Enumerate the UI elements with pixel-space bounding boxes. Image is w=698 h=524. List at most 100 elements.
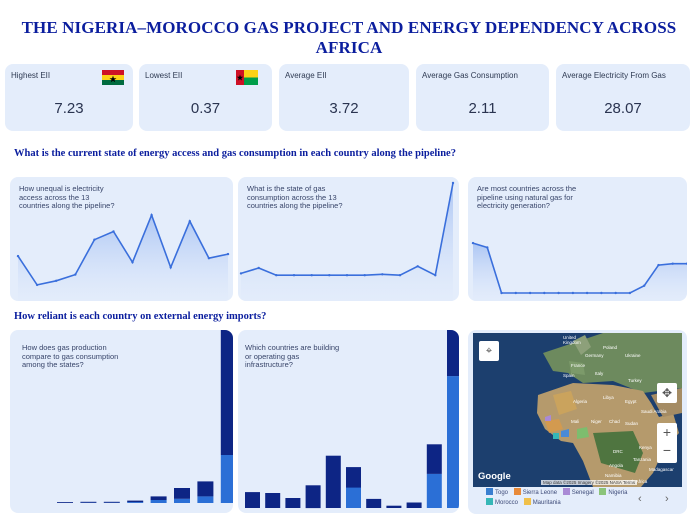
chart-point[interactable] (345, 274, 349, 277)
chart-point[interactable] (398, 274, 402, 277)
chart-point[interactable] (55, 279, 58, 282)
bar-segment-dark[interactable] (386, 505, 402, 508)
chart-point[interactable] (600, 291, 603, 295)
legend-item[interactable]: Mauritania (523, 498, 561, 508)
map-legend: Togo Sierra Leone Senegal Nigeria Morocc… (486, 488, 636, 508)
map-pan-icon[interactable]: ✥ (657, 383, 677, 403)
chart-point[interactable] (471, 241, 475, 245)
chart-point[interactable] (557, 291, 560, 295)
chart-point[interactable] (614, 291, 617, 295)
chart-card-gas-infrastructure[interactable]: Which countries are building or operatin… (238, 330, 459, 513)
kpi-label: Average EII (285, 71, 327, 80)
bar-segment-dark[interactable] (305, 485, 321, 509)
bar-segment-light[interactable] (174, 498, 190, 503)
bar-segment-dark[interactable] (406, 502, 422, 509)
chart-point[interactable] (500, 291, 503, 295)
chart-point[interactable] (514, 291, 517, 295)
chart-point[interactable] (416, 265, 419, 268)
bar-segment-dark[interactable] (150, 496, 167, 500)
bar-segment-dark[interactable] (285, 498, 301, 508)
zoom-in-button[interactable]: + (662, 424, 672, 440)
chart-point[interactable] (685, 262, 687, 265)
bar-segment-dark[interactable] (174, 488, 190, 499)
map-label: Namibia (605, 473, 622, 478)
bar-segment-dark[interactable] (127, 500, 144, 503)
bar-segment-light[interactable] (346, 487, 361, 509)
legend-label: Morocco (495, 500, 519, 506)
chart-point[interactable] (207, 257, 211, 260)
bar-segment-dark[interactable] (346, 467, 361, 488)
chart-point[interactable] (16, 254, 20, 258)
map-locate-icon[interactable]: ⌖ (479, 341, 499, 361)
chart-point[interactable] (257, 266, 260, 270)
chart-point[interactable] (275, 274, 278, 277)
kpi-value: 0.37 (190, 100, 221, 117)
map-attribution[interactable]: Map data ©2025 Imagery ©2025 NASA Terms (541, 480, 638, 485)
chart-point[interactable] (628, 291, 632, 295)
chart-point[interactable] (585, 291, 589, 295)
bar-segment-dark[interactable] (325, 455, 341, 508)
kpi-label: Average Gas Consumption (422, 71, 518, 80)
chart-question: What is the state of gas consumption acr… (247, 184, 343, 210)
bar-segment-dark[interactable] (57, 502, 73, 503)
bar-segment-dark[interactable] (366, 498, 382, 508)
chart-point[interactable] (310, 274, 313, 277)
chart-point[interactable] (169, 266, 172, 269)
map-card[interactable]: ⌖ ✥ + − United Kingdom Poland Germany Uk… (468, 330, 687, 514)
legend-prev-icon[interactable]: ‹ (638, 493, 642, 505)
chart-point[interactable] (188, 220, 191, 223)
legend-item[interactable]: Morocco (486, 498, 518, 508)
chart-point[interactable] (328, 274, 331, 277)
bar-segment-dark[interactable] (447, 330, 459, 377)
legend-item[interactable]: Sierra Leone (513, 488, 557, 498)
legend-next-icon[interactable]: › (665, 493, 669, 505)
chart-point[interactable] (381, 273, 384, 276)
bar-segment-dark[interactable] (220, 330, 233, 455)
legend-item[interactable]: Togo (486, 488, 508, 498)
chart-point[interactable] (35, 283, 39, 287)
map-view[interactable]: ⌖ ✥ + − United Kingdom Poland Germany Uk… (473, 333, 682, 487)
chart-area-fill (18, 215, 228, 301)
chart-point[interactable] (74, 273, 77, 276)
chart-point[interactable] (150, 213, 153, 217)
bar-segment-dark[interactable] (80, 501, 97, 503)
chart-point[interactable] (434, 274, 437, 277)
chart-point[interactable] (571, 291, 575, 295)
bar-segment-dark[interactable] (265, 493, 281, 508)
bar-segment-light[interactable] (447, 376, 459, 508)
chart-point[interactable] (112, 230, 115, 233)
chart-point[interactable] (643, 284, 646, 287)
legend-item[interactable]: Senegal (562, 488, 594, 498)
chart-point[interactable] (528, 291, 532, 295)
chart-point[interactable] (671, 262, 674, 265)
chart-card-gas-electricity[interactable]: Are most countries across the pipeline u… (468, 177, 687, 301)
bar-segment-dark[interactable] (426, 444, 442, 474)
bar-segment-light[interactable] (150, 500, 167, 503)
chart-point[interactable] (363, 274, 366, 277)
bar-segment-light[interactable] (426, 473, 442, 508)
bar-segment-dark[interactable] (245, 492, 260, 508)
bar-segment-light[interactable] (220, 455, 233, 503)
zoom-out-button[interactable]: − (662, 442, 672, 458)
bar-segment-dark[interactable] (103, 501, 120, 503)
chart-point[interactable] (226, 252, 230, 256)
chart-point[interactable] (239, 272, 243, 275)
legend-label: Togo (495, 490, 509, 496)
legend-swatch (486, 498, 493, 505)
chart-card-gas-production[interactable]: How does gas production compare to gas c… (10, 330, 233, 513)
legend-item[interactable]: Nigeria (599, 488, 627, 498)
bar-segment-light[interactable] (127, 502, 144, 503)
chart-point[interactable] (93, 238, 96, 241)
chart-point[interactable] (543, 291, 546, 295)
map-label: Poland (603, 345, 618, 350)
chart-point[interactable] (131, 261, 134, 264)
chart-point[interactable] (486, 246, 489, 249)
chart-point[interactable] (657, 263, 660, 267)
chart-point[interactable] (292, 274, 296, 277)
chart-point[interactable] (451, 181, 455, 185)
map-label: Algeria (573, 399, 588, 404)
chart-card-gas-consumption[interactable]: What is the state of gas consumption acr… (238, 177, 459, 301)
bar-segment-dark[interactable] (197, 481, 214, 497)
chart-card-electricity-access[interactable]: How unequal is electricity access across… (10, 177, 233, 301)
bar-segment-light[interactable] (197, 496, 214, 503)
